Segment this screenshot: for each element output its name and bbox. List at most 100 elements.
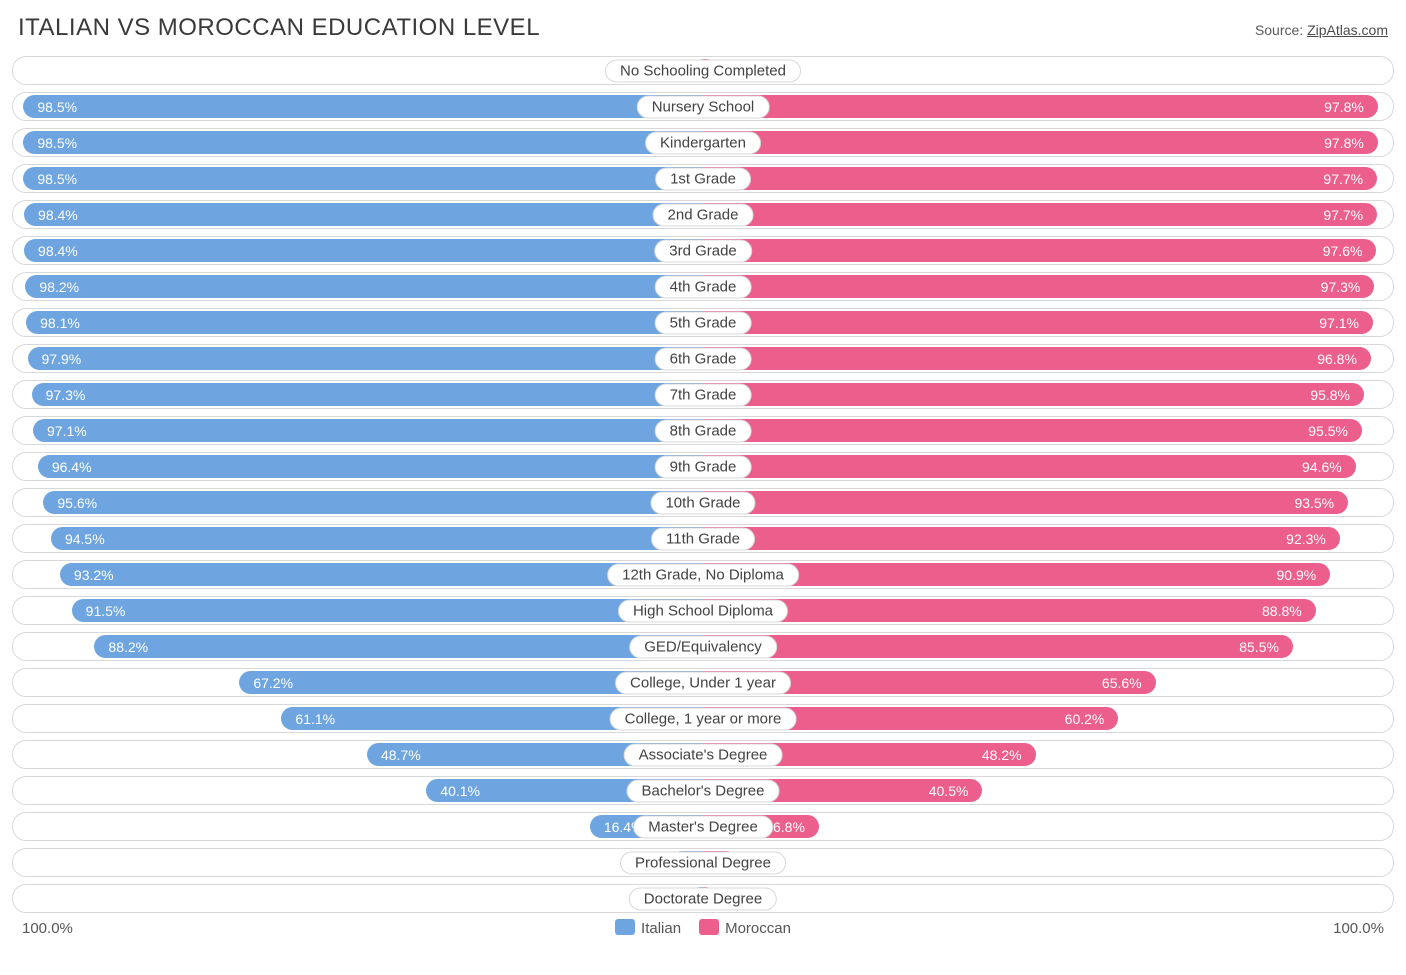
pct-label-right: 97.8% <box>1324 131 1364 154</box>
chart-row: 7th Grade97.3%95.8% <box>12 380 1394 409</box>
bar-left: 98.1% <box>26 311 703 334</box>
half-left: 98.5% <box>13 129 703 156</box>
bar-left: 98.2% <box>25 275 703 298</box>
pct-label-left: 97.9% <box>42 347 82 370</box>
bar-right: 97.8% <box>703 95 1378 118</box>
bar-right: 97.3% <box>703 275 1374 298</box>
pct-label-right: 92.3% <box>1286 527 1326 550</box>
chart-row: 11th Grade94.5%92.3% <box>12 524 1394 553</box>
pct-label-right: 97.7% <box>1323 167 1363 190</box>
pct-label-right: 96.8% <box>1317 347 1357 370</box>
category-label: 10th Grade <box>650 491 755 514</box>
bar-right: 88.8% <box>703 599 1316 622</box>
half-right: 40.5% <box>703 777 1393 804</box>
half-left: 98.2% <box>13 273 703 300</box>
legend: Italian Moroccan <box>615 919 791 937</box>
pct-label-left: 40.1% <box>440 779 480 802</box>
chart-row: 4th Grade98.2%97.3% <box>12 272 1394 301</box>
pct-label-left: 61.1% <box>295 707 335 730</box>
legend-swatch-moroccan <box>699 919 719 935</box>
legend-item-moroccan: Moroccan <box>699 919 791 937</box>
category-label: Nursery School <box>637 95 770 118</box>
half-left: 93.2% <box>13 561 703 588</box>
pct-label-right: 65.6% <box>1102 671 1142 694</box>
bar-left: 97.1% <box>33 419 703 442</box>
chart-row: Bachelor's Degree40.1%40.5% <box>12 776 1394 805</box>
half-right: 5.0% <box>703 849 1393 876</box>
chart-row: 3rd Grade98.4%97.6% <box>12 236 1394 265</box>
half-left: 97.3% <box>13 381 703 408</box>
half-right: 88.8% <box>703 597 1393 624</box>
half-right: 97.3% <box>703 273 1393 300</box>
half-left: 91.5% <box>13 597 703 624</box>
bar-left: 98.5% <box>23 167 703 190</box>
chart-title: ITALIAN VS MOROCCAN EDUCATION LEVEL <box>18 14 540 42</box>
half-right: 90.9% <box>703 561 1393 588</box>
category-label: GED/Equivalency <box>629 635 777 658</box>
half-right: 97.8% <box>703 93 1393 120</box>
chart-row: 1st Grade 98.5% 97.7% <box>12 164 1394 193</box>
pct-label-right: 97.7% <box>1323 203 1363 226</box>
bar-right: 97.6% <box>703 239 1376 262</box>
pct-label-left: 98.4% <box>38 239 78 262</box>
half-left: 98.5% <box>13 165 703 192</box>
chart-row: Master's Degree16.4%16.8% <box>12 812 1394 841</box>
axis-left-label: 100.0% <box>22 920 73 937</box>
bar-right: 93.5% <box>703 491 1348 514</box>
bar-left: 95.6% <box>43 491 703 514</box>
half-right: 65.6% <box>703 669 1393 696</box>
bar-right: 97.7% <box>703 203 1377 226</box>
chart-row: 5th Grade 98.1% 97.1% <box>12 308 1394 337</box>
category-label: 1st Grade <box>655 167 751 190</box>
half-left: 61.1% <box>13 705 703 732</box>
category-label: 12th Grade, No Diploma <box>607 563 799 586</box>
source-link[interactable]: ZipAtlas.com <box>1307 22 1388 38</box>
pct-label-right: 97.1% <box>1319 311 1359 334</box>
pct-label-right: 97.3% <box>1321 275 1361 298</box>
bar-left: 98.5% <box>23 131 703 154</box>
bar-right: 97.1% <box>703 311 1373 334</box>
chart-row: 8th Grade97.1%95.5% <box>12 416 1394 445</box>
bar-right: 94.6% <box>703 455 1356 478</box>
legend-item-italian: Italian <box>615 919 681 937</box>
pct-label-left: 98.5% <box>37 167 77 190</box>
category-label: 5th Grade <box>655 311 752 334</box>
half-right: 93.5% <box>703 489 1393 516</box>
pct-label-left: 95.6% <box>57 491 97 514</box>
chart-row: 6th Grade97.9%96.8% <box>12 344 1394 373</box>
chart-row: 12th Grade, No Diploma93.2%90.9% <box>12 560 1394 589</box>
category-label: Kindergarten <box>645 131 761 154</box>
half-left: 98.5% <box>13 93 703 120</box>
pct-label-right: 94.6% <box>1302 455 1342 478</box>
bar-right: 92.3% <box>703 527 1340 550</box>
chart-row: 9th Grade96.4%94.6% <box>12 452 1394 481</box>
bar-right: 85.5% <box>703 635 1293 658</box>
category-label: No Schooling Completed <box>605 59 801 82</box>
chart-row: College, Under 1 year67.2%65.6% <box>12 668 1394 697</box>
half-left: 97.9% <box>13 345 703 372</box>
pct-label-right: 40.5% <box>929 779 969 802</box>
chart-row: No Schooling Completed1.5%2.2% <box>12 56 1394 85</box>
legend-swatch-italian <box>615 919 635 935</box>
half-right: 92.3% <box>703 525 1393 552</box>
half-right: 85.5% <box>703 633 1393 660</box>
half-left: 98.4% <box>13 201 703 228</box>
half-right: 95.5% <box>703 417 1393 444</box>
bar-left: 97.3% <box>32 383 703 406</box>
half-left: 97.1% <box>13 417 703 444</box>
half-left: 2.0% <box>13 885 703 912</box>
category-label: College, 1 year or more <box>610 707 797 730</box>
category-label: High School Diploma <box>618 599 788 622</box>
chart-row: College, 1 year or more61.1%60.2% <box>12 704 1394 733</box>
bar-left: 98.5% <box>23 95 703 118</box>
chart-row: Doctorate Degree2.0%2.0% <box>12 884 1394 913</box>
legend-label-moroccan: Moroccan <box>725 920 791 937</box>
pct-label-left: 98.5% <box>37 131 77 154</box>
half-left: 94.5% <box>13 525 703 552</box>
pct-label-left: 98.1% <box>40 311 80 334</box>
chart-row: Associate's Degree48.7%48.2% <box>12 740 1394 769</box>
chart-row: High School Diploma91.5%88.8% <box>12 596 1394 625</box>
half-left: 16.4% <box>13 813 703 840</box>
pct-label-left: 48.7% <box>381 743 421 766</box>
bar-left: 98.4% <box>24 239 703 262</box>
